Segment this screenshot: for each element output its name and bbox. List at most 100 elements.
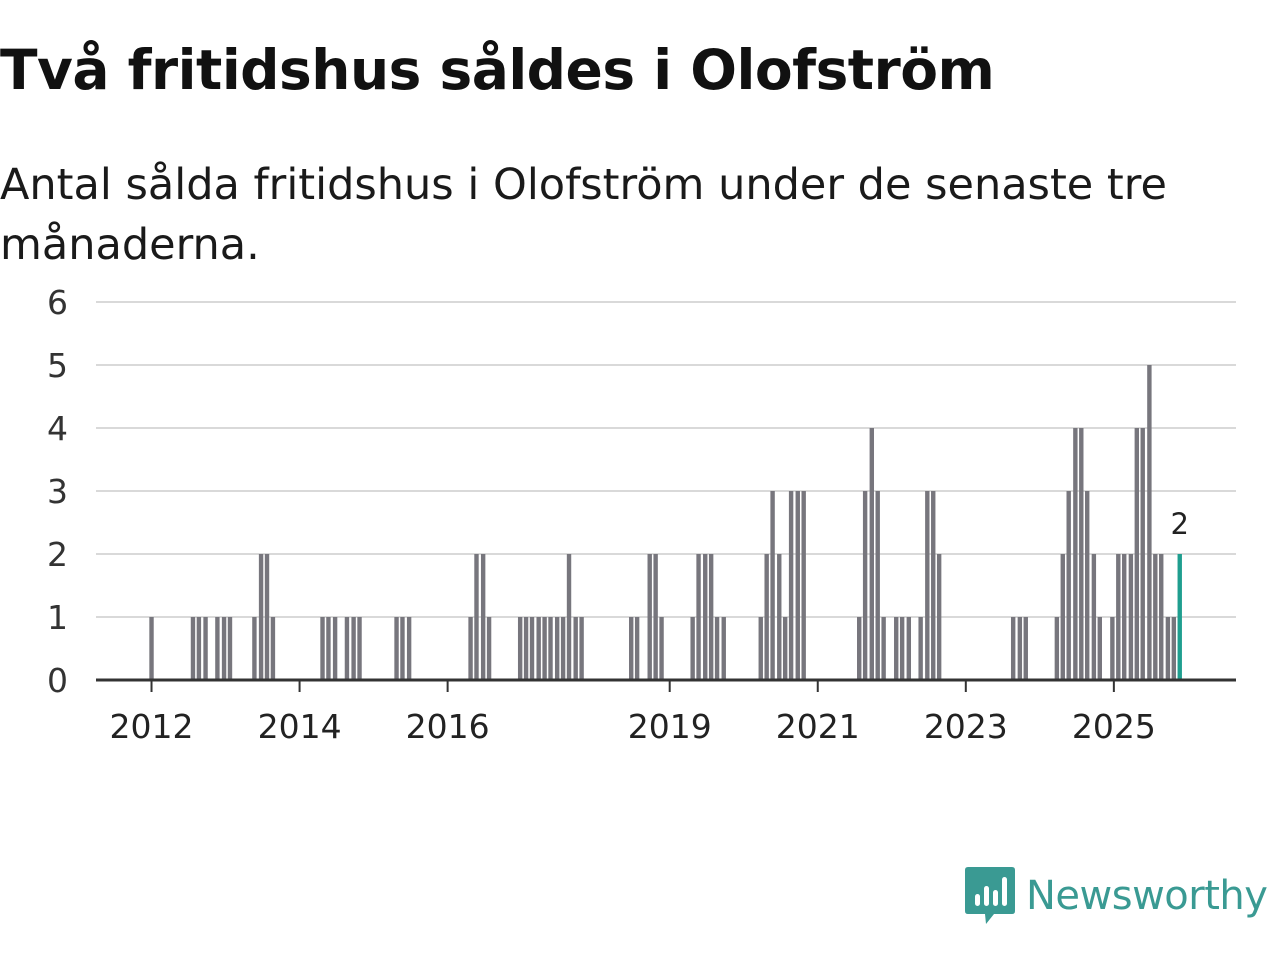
bar-chart: 0 1 2 3 4 5 6 2012 2014 2016 2019 2021 2023 2025 2: [47, 283, 1236, 746]
bar: [270, 617, 276, 680]
x-tick-label-2023: 2023: [924, 707, 1008, 746]
y-tick-label-0: 0: [47, 661, 68, 700]
bar: [227, 617, 233, 680]
bar: [782, 617, 788, 680]
bar: [1010, 617, 1016, 680]
bar: [1171, 617, 1177, 680]
newsworthy-logo: Newsworthy: [964, 864, 1268, 928]
bar: [647, 554, 652, 680]
bar: [1023, 617, 1028, 680]
bar: [190, 617, 196, 680]
bar: [1097, 617, 1102, 680]
bar: [936, 554, 942, 680]
bar: [215, 617, 220, 680]
bar: [862, 491, 868, 680]
bar: [573, 617, 578, 680]
data-label-latest: 2: [1171, 507, 1189, 541]
x-tick-label-2021: 2021: [776, 707, 860, 746]
axes: [96, 678, 1236, 692]
bar: [406, 617, 412, 680]
bar: [703, 554, 708, 680]
bar: [1066, 491, 1071, 680]
bar-latest: [1177, 554, 1182, 680]
bar: [517, 617, 523, 680]
bar: [795, 491, 800, 680]
bar: [634, 617, 640, 680]
bar: [326, 617, 331, 680]
bar: [1073, 428, 1078, 680]
bar: [906, 617, 912, 680]
bar: [536, 617, 541, 680]
bar: [196, 617, 202, 680]
bar: [1110, 617, 1115, 680]
y-tick-label-4: 4: [47, 409, 68, 448]
bar: [801, 491, 806, 680]
bar: [770, 491, 775, 680]
bar: [690, 617, 695, 680]
bar: [1060, 554, 1065, 680]
bar: [881, 617, 886, 680]
bar: [529, 617, 535, 680]
bar: [480, 554, 486, 680]
bar: [394, 617, 399, 680]
bar: [554, 617, 560, 680]
bar: [357, 617, 362, 680]
bar: [894, 617, 899, 680]
bar: [758, 617, 763, 680]
bar: [788, 491, 794, 680]
bar: [1122, 554, 1127, 680]
bar: [1140, 428, 1145, 680]
y-tick-label-5: 5: [47, 346, 68, 385]
bar: [1128, 554, 1134, 680]
bar: [332, 617, 338, 680]
bar: [1116, 554, 1121, 680]
bar: [474, 554, 479, 680]
bar: [708, 554, 714, 680]
bar: [523, 617, 529, 680]
bar: [1134, 428, 1140, 680]
bar: [468, 617, 473, 680]
bar: [351, 617, 356, 680]
bar: [869, 428, 874, 680]
newsworthy-logo-icon: [965, 867, 1015, 924]
bar: [659, 617, 664, 680]
bar: [653, 554, 658, 680]
y-tick-label-1: 1: [47, 598, 68, 637]
bar: [1079, 428, 1084, 680]
bars: [149, 365, 1182, 680]
bar: [320, 617, 325, 680]
bar: [542, 617, 547, 680]
bar: [1153, 554, 1158, 680]
brand-name: Newsworthy: [1026, 873, 1268, 919]
x-tick-label-2012: 2012: [110, 707, 194, 746]
bar: [777, 554, 782, 680]
bar: [264, 554, 270, 680]
bar: [486, 617, 492, 680]
bar: [149, 617, 154, 680]
bar: [875, 491, 880, 680]
bar: [344, 617, 350, 680]
bar: [721, 617, 726, 680]
bar: [203, 617, 208, 680]
bar: [714, 617, 720, 680]
bar: [1159, 554, 1164, 680]
bar: [918, 617, 923, 680]
bar: [629, 617, 634, 680]
bar: [1165, 617, 1171, 680]
bar: [899, 617, 905, 680]
bar: [258, 554, 264, 680]
labels: 0 1 2 3 4 5 6 2012 2014 2016 2019 2021 2023 2025 2: [47, 283, 1189, 746]
x-tick-label-2014: 2014: [258, 707, 342, 746]
chart-title: Två fritidshus såldes i Olofström: [0, 38, 995, 102]
bar: [925, 491, 930, 680]
chart-subtitle: Antal sålda fritidshus i Olofström under…: [0, 160, 1167, 270]
x-tick-label-2025: 2025: [1072, 707, 1156, 746]
bar: [1091, 554, 1097, 680]
bar: [1147, 365, 1152, 680]
y-tick-label-6: 6: [47, 283, 68, 322]
bar: [1085, 491, 1090, 680]
bar: [252, 617, 257, 680]
bar: [857, 617, 862, 680]
bar: [566, 554, 572, 680]
gridlines: [96, 301, 1236, 618]
